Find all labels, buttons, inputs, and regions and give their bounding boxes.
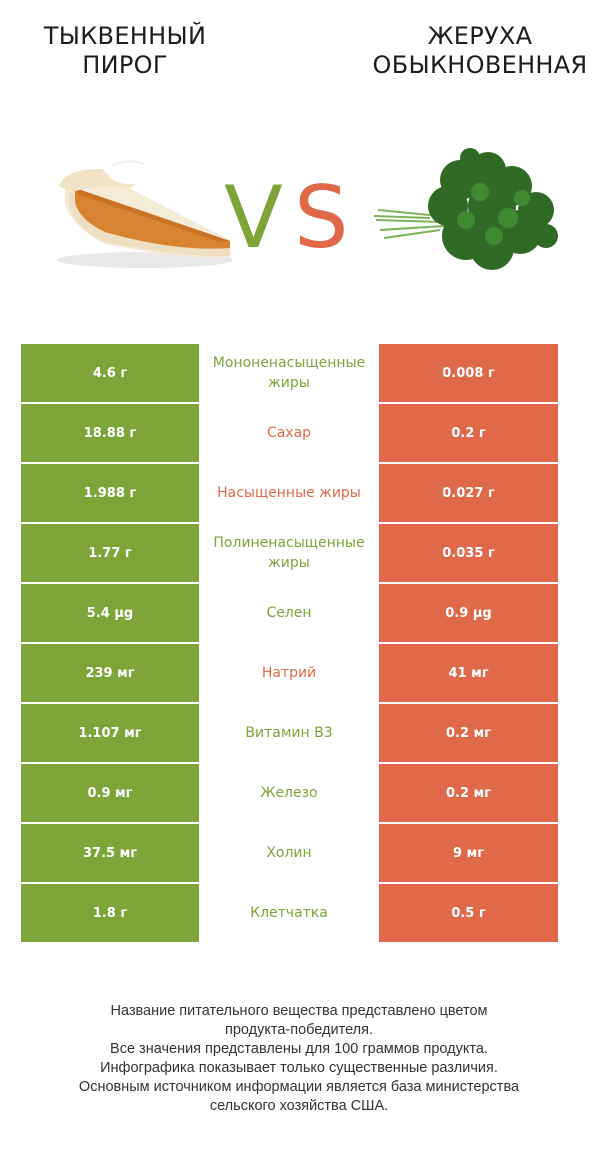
nutrient-label: Насыщенные жиры [217,485,361,501]
right-value-cell: 0.5 г [379,884,558,942]
footer-line: Инфографика показывает только существенн… [100,1060,498,1076]
right-value-cell: 0.2 г [379,404,558,462]
right-value-cell: 41 мг [379,644,558,702]
right-value-cell: 0.2 мг [379,704,558,762]
right-value-cell: 0.2 мг [379,764,558,822]
nutrient-label: Натрий [261,665,317,681]
left-food-title: ТЫКВЕННЫЙ ПИРОГ [43,22,207,79]
right-food-title: ЖЕРУХА ОБЫКНОВЕННАЯ [372,22,588,79]
vs-letter-s: S [294,168,349,268]
left-value-cell: 1.107 мг [21,704,199,762]
left-value-cell: 1.77 г [21,524,199,582]
nutrient-label: Селен [266,605,312,621]
table-row: 18.88 г Сахар 0.2 г [21,404,558,464]
nutrient-name-cell: Клетчатка [200,884,378,942]
nutrient-label: Холин [266,845,312,861]
watercress-image [373,148,558,270]
right-value-cell: 0.9 µg [379,584,558,642]
left-value-cell: 18.88 г [21,404,199,462]
nutrient-name-cell: Витамин B3 [200,704,378,762]
left-value-cell: 1.8 г [21,884,199,942]
right-value-cell: 0.008 г [379,344,558,402]
nutrient-label: Полиненасыщенные жиры [213,535,365,571]
vs-letter-v: V [224,168,283,268]
nutrient-name-cell: Холин [200,824,378,882]
left-value-cell: 239 мг [21,644,199,702]
nutrient-label: Витамин B3 [245,725,333,741]
table-row: 1.988 г Насыщенные жиры 0.027 г [21,464,558,524]
nutrient-name-cell: Натрий [200,644,378,702]
nutrient-name-cell: Полиненасыщенные жиры [200,524,378,582]
table-row: 37.5 мг Холин 9 мг [21,824,558,884]
right-value-cell: 0.035 г [379,524,558,582]
left-value-cell: 4.6 г [21,344,199,402]
nutrient-label: Железо [260,785,318,801]
nutrient-name-cell: Селен [200,584,378,642]
nutrient-label: Клетчатка [250,905,328,921]
right-value-cell: 9 мг [379,824,558,882]
nutrient-name-cell: Железо [200,764,378,822]
nutrient-label: Сахар [266,425,312,441]
footer-line: Основным источником информации является … [78,1079,520,1095]
table-row: 4.6 г Мононенасыщенные жиры 0.008 г [21,344,558,404]
footer-note: Название питательного вещества представл… [20,1002,578,1116]
left-value-cell: 37.5 мг [21,824,199,882]
left-value-cell: 0.9 мг [21,764,199,822]
table-row: 1.107 мг Витамин B3 0.2 мг [21,704,558,764]
footer-line: продукта-победителя. [224,1022,374,1038]
table-row: 1.77 г Полиненасыщенные жиры 0.035 г [21,524,558,584]
nutrient-label: Мононенасыщенные жиры [212,355,366,391]
table-row: 5.4 µg Селен 0.9 µg [21,584,558,644]
table-row: 0.9 мг Железо 0.2 мг [21,764,558,824]
nutrient-name-cell: Насыщенные жиры [200,464,378,522]
comparison-table: 4.6 г Мононенасыщенные жиры 0.008 г 18.88 г… [21,344,558,944]
right-value-cell: 0.027 г [379,464,558,522]
nutrient-name-cell: Сахар [200,404,378,462]
footer-line: сельского хозяйства США. [209,1098,389,1114]
left-value-cell: 1.988 г [21,464,199,522]
table-row: 239 мг Натрий 41 мг [21,644,558,704]
left-value-cell: 5.4 µg [21,584,199,642]
pumpkin-pie-image [57,151,233,268]
table-row: 1.8 г Клетчатка 0.5 г [21,884,558,944]
nutrient-name-cell: Мононенасыщенные жиры [200,344,378,402]
footer-line: Все значения представлены для 100 граммо… [110,1041,488,1057]
footer-line: Название питательного вещества представл… [110,1003,488,1019]
